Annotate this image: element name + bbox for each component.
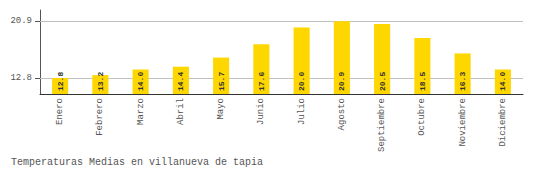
svg-text:20.9: 20.9 (337, 72, 346, 91)
svg-text:18.5: 18.5 (418, 72, 427, 91)
svg-text:14.4: 14.4 (176, 72, 185, 91)
svg-text:Agosto: Agosto (337, 98, 347, 130)
svg-text:13.2: 13.2 (96, 72, 105, 91)
svg-text:14.0: 14.0 (498, 72, 507, 91)
svg-text:Enero: Enero (55, 98, 65, 125)
svg-text:Marzo: Marzo (136, 98, 146, 125)
svg-text:12.8: 12.8 (56, 72, 65, 91)
svg-text:20.5: 20.5 (378, 72, 387, 91)
svg-text:Temperaturas Medias en villanu: Temperaturas Medias en villanueva de tap… (11, 157, 263, 168)
svg-text:20.0: 20.0 (297, 72, 306, 91)
svg-text:Mayo: Mayo (216, 98, 226, 120)
svg-text:15.7: 15.7 (217, 72, 226, 91)
svg-text:17.6: 17.6 (257, 72, 266, 91)
svg-text:Abril: Abril (176, 98, 186, 125)
svg-text:12.8: 12.8 (10, 73, 32, 83)
svg-text:20.9: 20.9 (10, 16, 32, 26)
svg-text:16.3: 16.3 (458, 72, 467, 91)
svg-text:Noviembre: Noviembre (458, 98, 468, 147)
svg-text:Febrero: Febrero (95, 98, 105, 136)
svg-text:Julio: Julio (297, 98, 307, 125)
svg-text:Diciembre: Diciembre (498, 98, 508, 147)
svg-text:Octubre: Octubre (417, 98, 427, 136)
svg-text:Junio: Junio (256, 98, 266, 125)
svg-text:14.0: 14.0 (136, 72, 145, 91)
svg-text:Septiembre: Septiembre (377, 98, 387, 152)
